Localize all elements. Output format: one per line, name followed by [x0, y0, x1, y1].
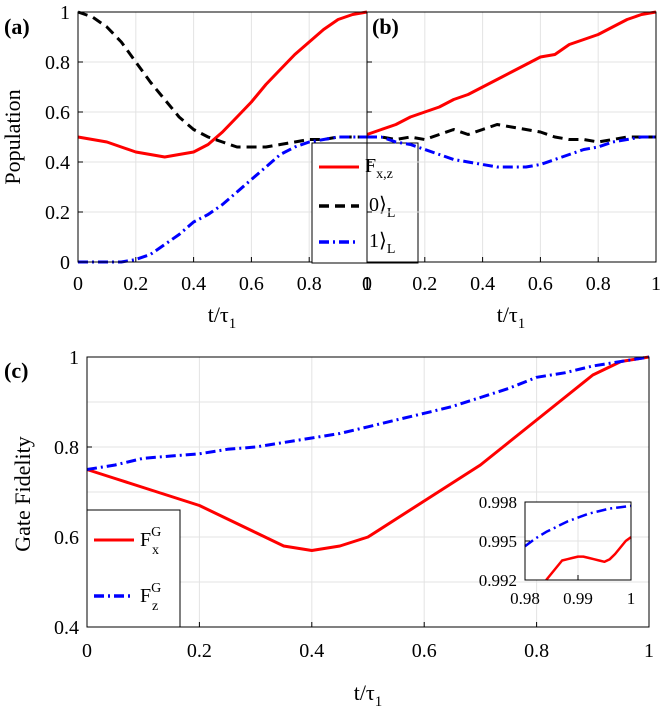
- inset-xtick-label-2: 1: [627, 589, 636, 608]
- panel-a-xlabel: t/τ1: [208, 302, 237, 332]
- legend-label-fzg: FG z: [140, 581, 161, 614]
- inset-series-0: [545, 536, 632, 581]
- inset-xtick-label-0: 0.98: [510, 589, 540, 608]
- panel-b-ticks: 0 0.2 0.4 0.6 0.8 1: [362, 11, 661, 295]
- panel-c: 0 0.2 0.4 0.6 0.8 1 0.4 0.6 0.8 1 (c) Gate Fideli…: [4, 347, 654, 710]
- panel-b: 0 0.2 0.4 0.6 0.8 1 (b) t/τ1: [362, 10, 661, 332]
- inset-ytick-label-2: 0.998: [479, 493, 517, 512]
- panel-a-ytick-label-2: 0.4: [45, 152, 70, 174]
- panel-c-xlabel: t/τ1: [354, 680, 383, 710]
- panel-a-xtick-label-2: 0.4: [181, 273, 206, 295]
- panel-a-label: (a): [4, 14, 30, 39]
- legend-label-ket0-sub: L: [387, 206, 396, 221]
- panel-c-xlabel-main: t/τ: [354, 680, 375, 705]
- inset-series-1: [524, 504, 632, 548]
- legend-label-fxz-sub: x,z: [376, 167, 393, 182]
- panel-b-xtick-label-5: 1: [651, 273, 661, 295]
- panel-b-xlabel: t/τ1: [497, 302, 526, 332]
- panel-c-ytick-label-1: 0.6: [54, 527, 79, 549]
- legend-label-ket1-main: |1⟩: [365, 230, 387, 252]
- panel-c-ytick-label-2: 0.8: [54, 437, 79, 459]
- legend-label-ket1-sub: L: [387, 242, 396, 257]
- panel-c-ytick-label-0: 0.4: [54, 617, 79, 639]
- legend-label-ket0: |0⟩L: [365, 194, 395, 221]
- panel-a-xtick-label-0: 0: [73, 273, 83, 295]
- legend-label-ket0-main: |0⟩: [365, 194, 387, 216]
- panel-a-ytick-label-3: 0.6: [45, 102, 70, 124]
- legend-label-fxg: FG x: [140, 525, 161, 558]
- panel-a-ytick-label-0: 0: [60, 252, 70, 274]
- panel-b-xlabel-sub: 1: [518, 316, 526, 332]
- panel-a-xtick-label-3: 0.6: [239, 273, 264, 295]
- legend-label-fzg-sup: G: [151, 581, 161, 596]
- panel-b-label: (b): [372, 14, 399, 39]
- panel-c-series-0: [86, 355, 650, 552]
- panel-b-series-1: [367, 123, 656, 144]
- panel-c-ytick-label-3: 1: [69, 347, 79, 369]
- inset-ytick-label-1: 0.995: [479, 532, 517, 551]
- panel-c-ticks: 0 0.2 0.4 0.6 0.8 1 0.4 0.6 0.8 1: [54, 347, 654, 662]
- inset-series: [524, 504, 632, 581]
- panel-a-series: [77, 10, 368, 264]
- panel-c-legend: FG x FG z: [86, 509, 181, 628]
- panel-c-ylabel: Gate Fidelity: [10, 436, 35, 551]
- legend-label-fxz: Fx,z: [365, 155, 393, 182]
- legend-label-fxz-main: F: [365, 155, 376, 177]
- panel-b-xtick-label-1: 0.2: [412, 273, 437, 295]
- panel-b-series: [366, 10, 657, 169]
- panel-c-series: [86, 355, 650, 552]
- panel-b-xtick-label-3: 0.6: [528, 273, 553, 295]
- panel-c-xtick-label-0: 0: [82, 640, 92, 662]
- panel-b-xtick-label-2: 0.4: [470, 273, 495, 295]
- panel-b-series-2: [367, 135, 656, 169]
- legend-label-fxg-sup: G: [151, 525, 161, 540]
- legend-label-fxg-sub: x: [152, 543, 159, 558]
- inset-ticks: 0.98 0.99 1 0.992 0.995 0.998: [479, 493, 636, 608]
- panel-c-xtick-label-3: 0.6: [412, 640, 437, 662]
- legend-label-fxg-main: F: [140, 529, 151, 551]
- panel-a-series-0: [77, 10, 368, 159]
- panel-a-xlabel-sub: 1: [229, 316, 237, 332]
- panel-a-ytick-label-1: 0.2: [45, 202, 70, 224]
- panel-a-ticks: 0 0.2 0.4 0.6 0.8 100.20.40.60.81: [45, 2, 372, 295]
- panel-a-xtick-label-4: 0.8: [297, 273, 322, 295]
- panel-a-ylabel: Population: [0, 89, 25, 184]
- panel-b-xtick-label-4: 0.8: [586, 273, 611, 295]
- panel-c-axes-frame: [86, 356, 650, 628]
- panel-a-series-1: [77, 10, 367, 149]
- panel-c-xtick-label-1: 0.2: [187, 640, 212, 662]
- panel-a-xtick-label-1: 0.2: [123, 273, 148, 295]
- panel-c-label: (c): [4, 358, 28, 383]
- panel-a-legend-box: [311, 142, 419, 264]
- panel-c-xtick-label-4: 0.8: [524, 640, 549, 662]
- panel-a-ytick-label-5: 1: [60, 2, 70, 24]
- inset-ytick-label-0: 0.992: [479, 571, 517, 590]
- panel-a-legend: Fx,z |0⟩L |1⟩L: [311, 142, 419, 264]
- panel-a-xlabel-main: t/τ: [208, 302, 229, 327]
- panel-b-xtick-label-0: 0: [362, 273, 372, 295]
- panel-c-legend-box: [86, 509, 181, 628]
- panel-a-series-2: [78, 135, 367, 264]
- panel-b-axes-frame: [366, 11, 657, 263]
- panel-c-xlabel-sub: 1: [375, 694, 383, 710]
- panel-c-series-1: [86, 355, 650, 471]
- panel-a: 0 0.2 0.4 0.6 0.8 100.20.40.60.81 (a) Populat…: [0, 2, 419, 332]
- panel-b-xlabel-main: t/τ: [497, 302, 518, 327]
- legend-label-fzg-main: F: [140, 585, 151, 607]
- panel-c-inset: 0.98 0.99 1 0.992 0.995 0.998: [479, 493, 636, 608]
- panel-c-xtick-label-5: 1: [644, 640, 654, 662]
- legend-label-ket1: |1⟩L: [365, 230, 395, 257]
- legend-label-fzg-sub: z: [152, 599, 158, 614]
- panel-a-ytick-label-4: 0.8: [45, 52, 70, 74]
- panel-a-xtick-label-5: 1: [362, 273, 372, 295]
- inset-xtick-label-1: 0.99: [563, 589, 593, 608]
- panel-c-xtick-label-2: 0.4: [299, 640, 324, 662]
- panel-b-series-0: [366, 10, 657, 136]
